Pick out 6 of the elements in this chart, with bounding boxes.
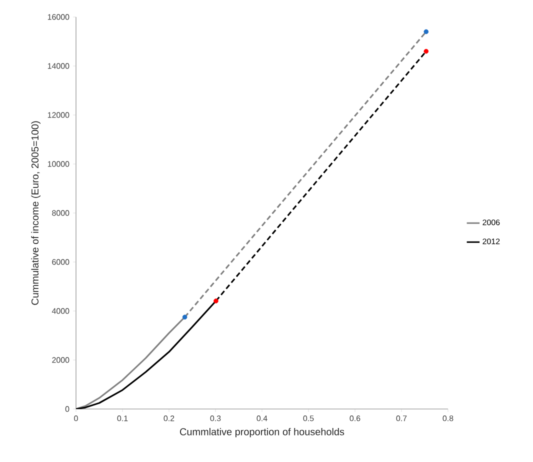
point [424,48,429,54]
point [424,29,429,34]
y-axis-title: Cummulative of income (Euro, 2005=100) [31,121,40,305]
point [182,314,188,320]
point [214,298,218,304]
x-axis-title: Cummlative proportion of households [180,428,344,438]
